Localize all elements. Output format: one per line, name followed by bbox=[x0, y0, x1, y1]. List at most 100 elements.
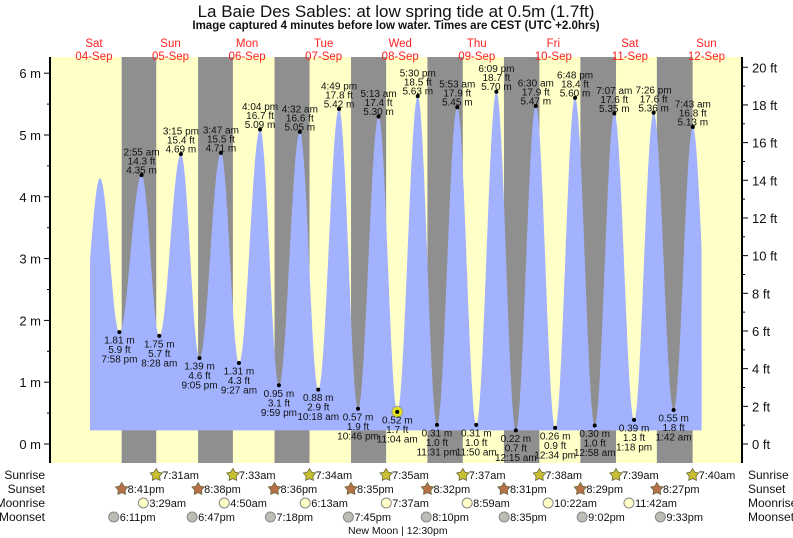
right-axis-tick-label: 2 ft bbox=[752, 399, 770, 414]
moonrise-icon bbox=[461, 497, 473, 509]
sunset-time: 8:38pm bbox=[204, 484, 241, 496]
low-tide-time-label: 8:28 am bbox=[141, 358, 177, 369]
low-tide-point bbox=[157, 333, 162, 338]
high-tide-ft-label: 15.5 ft bbox=[207, 134, 235, 145]
high-tide-m-label: 4.35 m bbox=[126, 166, 157, 177]
moonset-time: 6:11pm bbox=[120, 512, 156, 524]
left-axis-tick-label: 2 m bbox=[19, 313, 41, 328]
right-axis-tick-label: 6 ft bbox=[752, 324, 770, 339]
left-axis-tick-label: 6 m bbox=[19, 66, 41, 81]
moonset-time: 9:33pm bbox=[666, 512, 703, 524]
high-tide-point bbox=[494, 89, 499, 94]
low-tide-m-label: 0.55 m bbox=[658, 414, 689, 425]
sunset-icon bbox=[267, 481, 282, 495]
low-tide-ft-label: 1.8 ft bbox=[662, 423, 684, 434]
high-tide-ft-label: 17.6 ft bbox=[640, 94, 668, 105]
high-tide-point bbox=[612, 111, 617, 116]
moonrise-row-label-right: Moonrise bbox=[748, 496, 793, 510]
day-date: 06-Sep bbox=[229, 51, 266, 63]
sunrise-row-label-right: Sunrise bbox=[748, 468, 789, 482]
sunrise-icon bbox=[609, 467, 623, 481]
day-date: 10-Sep bbox=[535, 51, 572, 63]
high-tide-m-label: 5.36 m bbox=[638, 103, 669, 114]
tide-height-area bbox=[89, 91, 702, 431]
high-tide-time-label: 3:15 pm bbox=[163, 127, 199, 138]
low-tide-ft-label: 5.7 ft bbox=[148, 349, 170, 360]
sunset-time: 8:29pm bbox=[586, 484, 623, 496]
moonset-icon bbox=[498, 511, 510, 523]
sunset-icon bbox=[344, 481, 358, 495]
right-axis-tick-label: 4 ft bbox=[752, 362, 770, 377]
high-tide-m-label: 4.71 m bbox=[206, 143, 237, 154]
low-tide-m-label: 0.31 m bbox=[422, 428, 453, 439]
low-tide-m-label: 0.52 m bbox=[382, 415, 413, 426]
sunset-time: 8:41pm bbox=[128, 484, 165, 496]
moonrise-row-label: Moonrise bbox=[0, 496, 45, 510]
high-tide-ft-label: 17.9 ft bbox=[522, 87, 550, 98]
low-tide-point bbox=[434, 422, 439, 427]
right-axis-tick-label: 18 ft bbox=[752, 98, 778, 113]
high-tide-point bbox=[218, 150, 223, 155]
high-tide-time-label: 7:07 am bbox=[596, 86, 632, 97]
moonrise-time: 8:59am bbox=[473, 498, 510, 510]
high-tide-m-label: 5.42 m bbox=[324, 100, 355, 111]
chart-title: La Baie Des Sables: at low spring tide a… bbox=[198, 2, 595, 21]
high-tide-point bbox=[651, 110, 656, 115]
sunset-time: 8:31pm bbox=[510, 484, 547, 496]
high-tide-ft-label: 17.4 ft bbox=[365, 98, 393, 109]
day-date: 12-Sep bbox=[688, 51, 725, 63]
low-tide-ft-label: 5.9 ft bbox=[108, 345, 130, 356]
sunset-icon bbox=[420, 481, 435, 495]
high-tide-m-label: 5.09 m bbox=[245, 120, 276, 131]
low-tide-point bbox=[117, 330, 122, 335]
low-tide-ft-label: 2.9 ft bbox=[307, 403, 329, 414]
low-tide-point bbox=[474, 422, 479, 427]
high-tide-ft-label: 17.8 ft bbox=[325, 91, 353, 102]
sunrise-icon bbox=[455, 467, 470, 481]
left-axis-tick-label: 0 m bbox=[19, 437, 41, 452]
high-tide-point bbox=[178, 152, 183, 157]
sunrise-time: 7:31am bbox=[162, 470, 199, 482]
high-tide-ft-label: 18.4 ft bbox=[561, 79, 589, 90]
low-tide-m-label: 0.57 m bbox=[343, 412, 374, 423]
high-tide-m-label: 4.69 m bbox=[166, 145, 197, 156]
sunset-time: 8:27pm bbox=[663, 484, 700, 496]
high-tide-time-label: 4:04 pm bbox=[242, 102, 278, 113]
day-name: Sat bbox=[85, 38, 103, 50]
moonset-time: 7:45pm bbox=[354, 512, 391, 524]
high-tide-ft-label: 16.7 ft bbox=[246, 111, 274, 122]
low-tide-point bbox=[632, 417, 637, 422]
day-date: 09-Sep bbox=[458, 51, 495, 63]
moonrise-icon bbox=[623, 497, 635, 509]
high-tide-time-label: 4:32 am bbox=[282, 104, 318, 115]
right-axis-tick-label: 8 ft bbox=[752, 286, 770, 301]
low-tide-point bbox=[276, 383, 281, 388]
sunrise-time: 7:37am bbox=[469, 470, 506, 482]
high-tide-point bbox=[690, 124, 695, 129]
low-tide-point bbox=[513, 428, 518, 433]
moonrise-icon bbox=[218, 497, 230, 509]
sunrise-time: 7:35am bbox=[392, 470, 429, 482]
right-axis-tick-label: 0 ft bbox=[752, 437, 770, 452]
high-tide-m-label: 5.13 m bbox=[678, 117, 709, 128]
low-tide-m-label: 0.22 m bbox=[501, 434, 532, 445]
low-tide-m-label: 0.30 m bbox=[579, 429, 610, 440]
high-tide-time-label: 6:09 pm bbox=[478, 64, 514, 75]
sunrise-time: 7:40am bbox=[699, 470, 736, 482]
sunrise-time: 7:38am bbox=[545, 470, 582, 482]
moonset-row-label: Moonset bbox=[0, 510, 46, 524]
day-name: Sat bbox=[621, 38, 639, 50]
high-tide-point bbox=[139, 173, 144, 178]
high-tide-ft-label: 15.4 ft bbox=[167, 136, 195, 147]
moonset-icon bbox=[108, 511, 120, 523]
high-tide-ft-label: 17.6 ft bbox=[600, 95, 628, 106]
right-axis-tick-label: 20 ft bbox=[752, 60, 778, 75]
sunset-icon bbox=[497, 481, 511, 495]
high-tide-time-label: 2:55 am bbox=[123, 148, 159, 159]
high-tide-time-label: 6:48 pm bbox=[557, 70, 593, 81]
low-tide-time-label: 11:04 am bbox=[377, 434, 418, 445]
high-tide-point bbox=[533, 103, 538, 108]
moonset-icon bbox=[264, 511, 276, 523]
high-tide-point bbox=[376, 114, 381, 119]
